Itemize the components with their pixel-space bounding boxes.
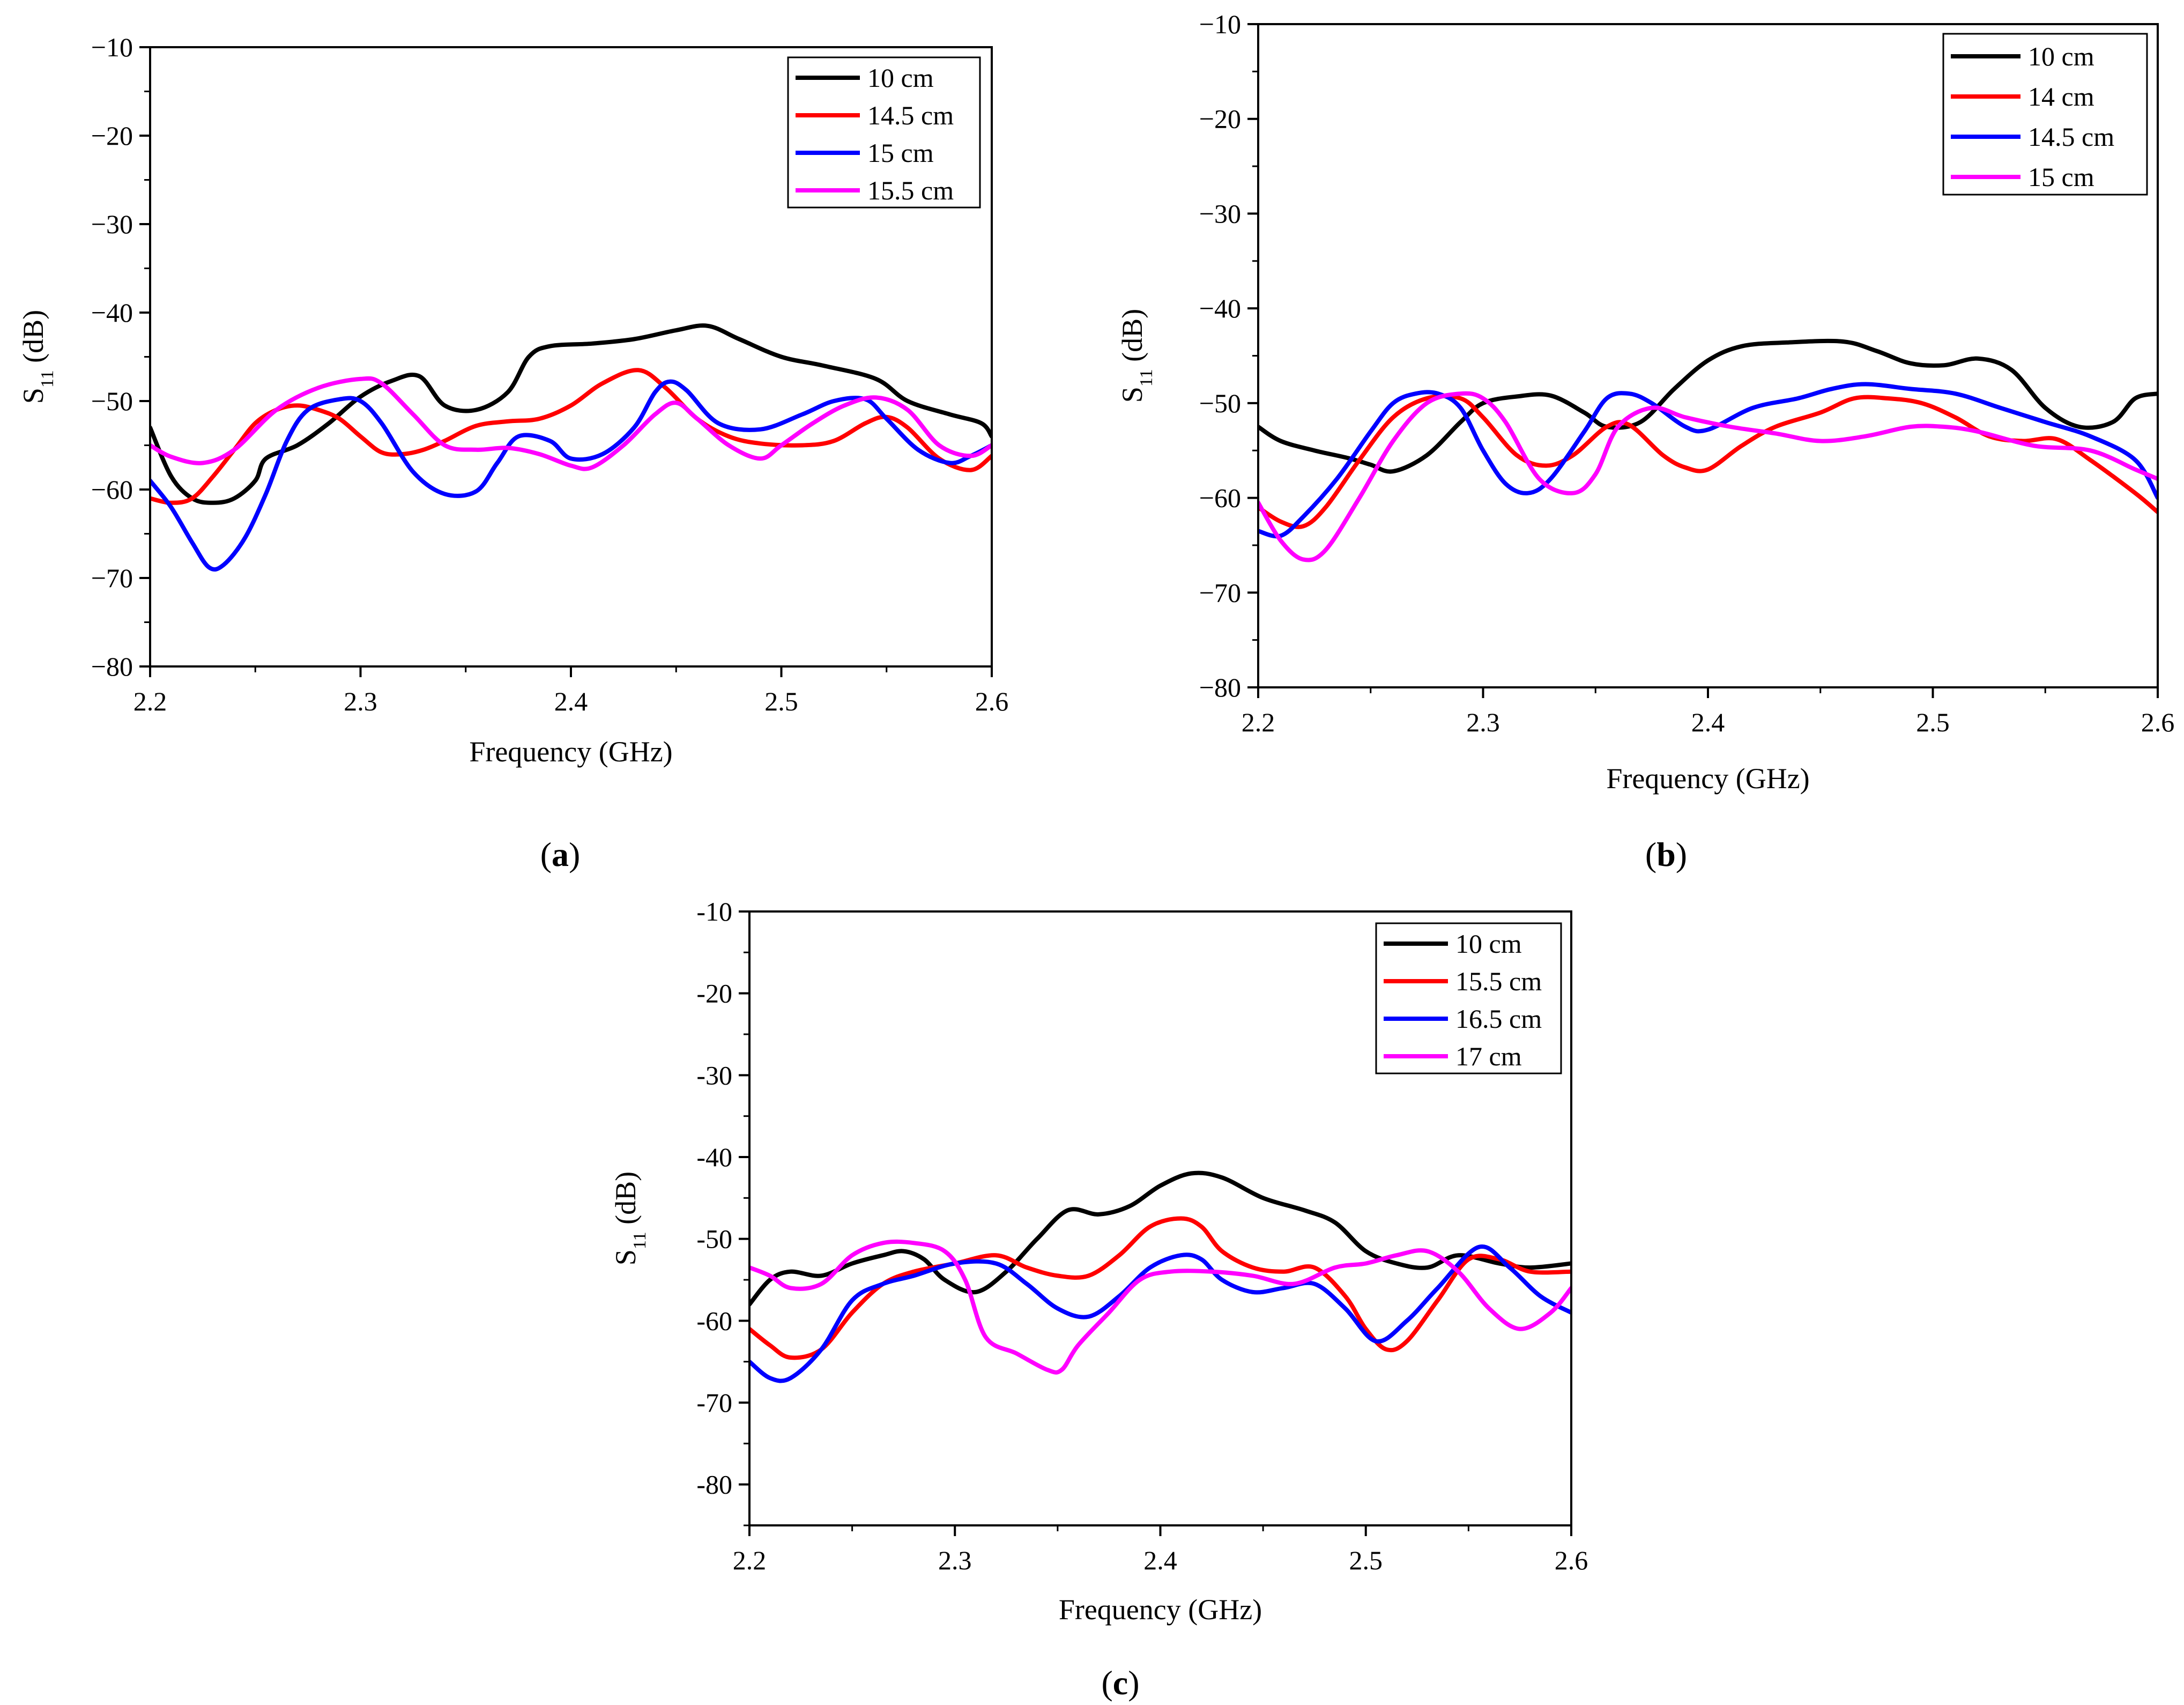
x-tick-label: 2.2 [733, 1545, 767, 1575]
x-tick-label: 2.4 [554, 686, 588, 716]
legend-box [787, 56, 981, 209]
y-tick-label: -50 [696, 1224, 732, 1254]
y-tick-label: −70 [91, 563, 133, 593]
x-tick-label: 2.3 [1466, 707, 1500, 737]
legend-label: 16.5 cm [1455, 1004, 1542, 1034]
y-tick-label: −20 [1199, 104, 1241, 134]
series-line-4 [749, 1239, 1571, 1375]
y-tick-label: −40 [1199, 293, 1241, 323]
legend-label: 10 cm [867, 63, 934, 93]
chart-panel-b: −80 −70 −60 −50 −40 −30 −20 −10 2.2 2.3 2.4 2.5 2.6 F… [1116, 9, 2174, 873]
y-tick-label: −40 [91, 298, 133, 328]
y-tick-label: -60 [696, 1306, 732, 1336]
series-line-1 [749, 1170, 1571, 1307]
legend-label: 15 cm [2028, 162, 2094, 192]
panel-label: (a) [540, 835, 581, 873]
y-tick-label: −60 [91, 475, 133, 505]
legend-label: 14 cm [2028, 81, 2094, 112]
series-line-3 [1258, 382, 2158, 539]
chart-panel-c: -80 -70 -60 -50 -40 -30 -20 -10 2.2 2.3 2.4 2.5 2.6 F… [610, 896, 1588, 1702]
x-axis-title: Frequency (GHz) [469, 736, 672, 768]
y-tick-label: −10 [1199, 9, 1241, 39]
chart-panel-a: −80 −70 −60 −50 −40 −30 −20 −10 2.2 2.3 2.4 2.5 2.6 F… [17, 32, 1008, 873]
panel-label: (c) [1101, 1664, 1139, 1702]
y-tick-label: −80 [1199, 672, 1241, 702]
series-group [1258, 338, 2158, 562]
legend: 10 cm 14.5 cm 15 cm 15.5 cm [787, 56, 981, 209]
series-line-3 [749, 1244, 1571, 1383]
y-tick-label: −50 [1199, 388, 1241, 418]
legend-label: 10 cm [2028, 41, 2094, 71]
y-tick-label: -40 [696, 1142, 732, 1172]
x-tick-label: 2.6 [2141, 707, 2175, 737]
x-tick-label: 2.3 [344, 686, 377, 716]
y-tick-label: -80 [696, 1470, 732, 1500]
x-tick-label: 2.2 [1242, 707, 1275, 737]
series-line-1 [1258, 338, 2158, 474]
legend-label: 10 cm [1455, 929, 1522, 959]
series-line-1 [150, 323, 992, 505]
y-tick-label: −20 [91, 121, 133, 151]
legend-label: 17 cm [1455, 1041, 1522, 1071]
y-axis-title: S11 (dB) [17, 310, 57, 404]
legend-label: 15.5 cm [867, 175, 954, 205]
series-line-4 [1258, 391, 2158, 562]
legend-label: 15.5 cm [1455, 966, 1542, 996]
series-line-3 [150, 379, 992, 572]
y-tick-label: -10 [696, 896, 732, 926]
legend: 10 cm 15.5 cm 16.5 cm 17 cm [1375, 922, 1562, 1074]
x-tick-label: 2.4 [1691, 707, 1725, 737]
legend-label: 14.5 cm [2028, 122, 2114, 152]
legend-box [1375, 922, 1562, 1074]
x-axis-title: Frequency (GHz) [1606, 762, 1809, 795]
series-group [150, 323, 992, 572]
y-tick-label: -20 [696, 978, 732, 1009]
y-tick-label: −80 [91, 651, 133, 681]
series-line-2 [749, 1216, 1571, 1360]
x-tick-label: 2.4 [1143, 1545, 1177, 1575]
series-line-4 [150, 376, 992, 471]
y-tick-label: −50 [91, 386, 133, 416]
x-axis-title: Frequency (GHz) [1059, 1593, 1262, 1626]
y-tick-label: -30 [696, 1060, 732, 1090]
x-tick-label: 2.2 [133, 686, 167, 716]
x-tick-label: 2.6 [975, 686, 1009, 716]
y-tick-label: −60 [1199, 483, 1241, 513]
y-axis-title: S11 (dB) [1116, 309, 1156, 403]
y-tick-label: −10 [91, 32, 133, 62]
x-tick-label: 2.5 [1349, 1545, 1383, 1575]
y-tick-label: −70 [1199, 577, 1241, 607]
x-tick-label: 2.6 [1555, 1545, 1588, 1575]
legend-label: 14.5 cm [867, 100, 954, 130]
x-tick-label: 2.5 [764, 686, 798, 716]
legend: 10 cm 14 cm 14.5 cm 15 cm [1942, 33, 2148, 196]
x-tick-label: 2.5 [1916, 707, 1950, 737]
legend-box [1942, 33, 2148, 196]
y-tick-label: -70 [696, 1388, 732, 1418]
x-tick-label: 2.3 [938, 1545, 972, 1575]
y-tick-label: −30 [1199, 198, 1241, 228]
panel-label: (b) [1645, 835, 1687, 873]
y-axis-title: S11 (dB) [610, 1172, 650, 1265]
series-line-2 [150, 368, 992, 505]
legend-label: 15 cm [867, 138, 934, 168]
series-group [749, 1170, 1571, 1383]
y-tick-label: −30 [91, 209, 133, 239]
